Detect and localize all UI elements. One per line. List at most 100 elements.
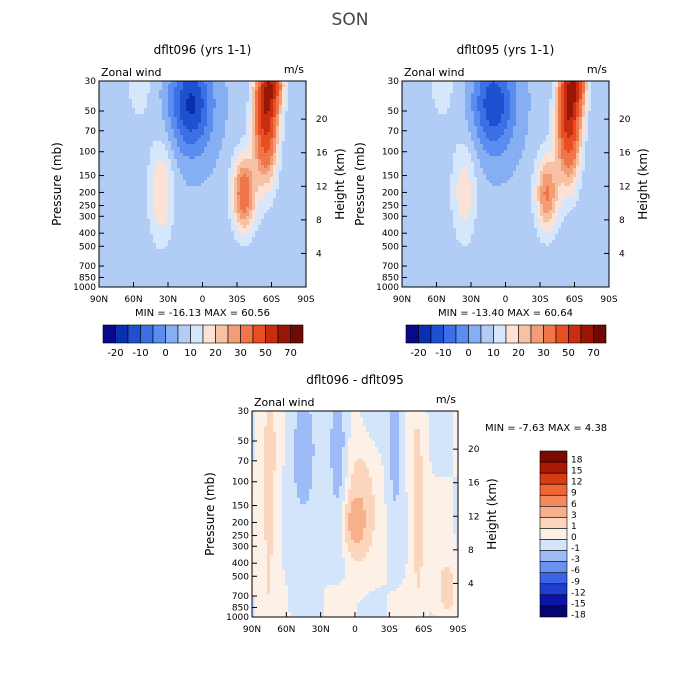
heatmap-cell [219, 285, 223, 288]
heatmap-cell [279, 216, 283, 220]
heatmap-cell [195, 252, 199, 256]
heatmap-cell [180, 129, 184, 133]
heatmap-cell [258, 249, 262, 253]
heatmap-cell [111, 120, 115, 124]
heatmap-cell [174, 147, 178, 151]
heatmap-cell [198, 144, 202, 148]
heatmap-cell [204, 81, 208, 85]
heatmap-cell [237, 186, 241, 190]
heatmap-cell [177, 93, 181, 97]
heatmap-cell [165, 156, 169, 160]
heatmap-cell [168, 252, 172, 256]
heatmap-cell [264, 285, 268, 288]
heatmap-cell [105, 162, 109, 166]
heatmap-cell [171, 249, 175, 253]
heatmap-cell [153, 225, 157, 229]
heatmap-cell [255, 90, 259, 94]
heatmap-cell [117, 84, 121, 88]
heatmap-cell [99, 135, 103, 139]
heatmap-cell [270, 93, 274, 97]
heatmap-cell [207, 180, 211, 184]
heatmap-cell [201, 168, 205, 172]
heatmap-cell [204, 180, 208, 184]
heatmap-cell [186, 216, 190, 220]
heatmap-cell [171, 105, 175, 109]
heatmap-cell [129, 99, 133, 103]
heatmap-cell [162, 285, 166, 288]
heatmap-cell [114, 279, 118, 283]
heatmap-cell [102, 270, 106, 274]
heatmap-cell [204, 228, 208, 232]
heatmap-cell [255, 99, 259, 103]
heatmap-cell [186, 261, 190, 265]
heatmap-cell [123, 123, 127, 127]
heatmap-cell [198, 243, 202, 247]
heatmap-cell [123, 276, 127, 280]
heatmap-cell [201, 132, 205, 136]
heatmap-cell [264, 108, 268, 112]
heatmap-cell [195, 267, 199, 271]
heatmap-cell [258, 201, 262, 205]
heatmap-cell [171, 135, 175, 139]
heatmap-cell [171, 195, 175, 199]
heatmap-cell [168, 162, 172, 166]
heatmap-cell [261, 195, 265, 199]
heatmap-cell [99, 192, 103, 196]
heatmap-cell [213, 255, 217, 259]
heatmap-cell [198, 153, 202, 157]
heatmap-cell [153, 252, 157, 256]
heatmap-cell [243, 87, 247, 91]
heatmap-cell [216, 90, 220, 94]
heatmap-cell [117, 153, 121, 157]
heatmap-cell [183, 117, 187, 121]
heatmap-cell [168, 147, 172, 151]
heatmap-cell [237, 174, 241, 178]
heatmap-cell [171, 273, 175, 277]
heatmap-cell [261, 81, 265, 85]
heatmap-cell [210, 246, 214, 250]
heatmap-cell [258, 84, 262, 88]
heatmap-cell [225, 165, 229, 169]
heatmap-cell [282, 156, 286, 160]
heatmap-cell [198, 258, 202, 262]
heatmap-cell [120, 87, 124, 91]
heatmap-cell [153, 264, 157, 268]
heatmap-cell [201, 228, 205, 232]
heatmap-cell [171, 123, 175, 127]
heatmap-cell [225, 105, 229, 109]
heatmap-cell [171, 162, 175, 166]
heatmap-cell [186, 147, 190, 151]
heatmap-cell [234, 159, 238, 163]
heatmap-cell [186, 258, 190, 262]
heatmap-cell [99, 207, 103, 211]
heatmap-cell [102, 165, 106, 169]
heatmap-cell [303, 270, 307, 274]
heatmap-cell [276, 255, 280, 259]
heatmap-cell [171, 279, 175, 283]
heatmap-cell [300, 243, 304, 247]
heatmap-cell [162, 276, 166, 280]
heatmap-cell [141, 282, 145, 286]
heatmap-cell [225, 186, 229, 190]
heatmap-cell [120, 264, 124, 268]
heatmap-cell [237, 285, 241, 288]
heatmap-cell [291, 252, 295, 256]
heatmap-cell [123, 165, 127, 169]
heatmap-cell [186, 111, 190, 115]
heatmap-cell [210, 186, 214, 190]
heatmap-cell [159, 126, 163, 130]
heatmap-cell [255, 165, 259, 169]
heatmap-cell [108, 189, 112, 193]
heatmap-cell [270, 111, 274, 115]
heatmap-cell [291, 108, 295, 112]
heatmap-cell [108, 180, 112, 184]
heatmap-cell [177, 261, 181, 265]
heatmap-cell [279, 147, 283, 151]
heatmap-cell [159, 87, 163, 91]
heatmap-cell [249, 192, 253, 196]
heatmap-cell [108, 258, 112, 262]
heatmap-cell [228, 156, 232, 160]
heatmap-cell [291, 192, 295, 196]
heatmap-cell [138, 264, 142, 268]
